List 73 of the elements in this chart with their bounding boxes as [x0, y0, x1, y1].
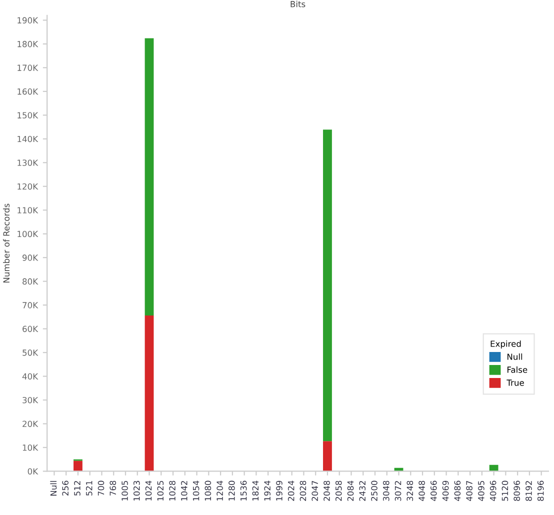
x-tick-label: 1536 — [240, 480, 247, 501]
y-tick-label: 140K — [18, 136, 38, 142]
x-tick-label: 2432 — [359, 481, 366, 501]
x-tick-label: 1025 — [157, 480, 164, 501]
x-tick-label: 8192 — [526, 481, 532, 501]
y-tick-label: 70K — [22, 302, 38, 308]
y-tick-label: 110K — [18, 207, 38, 214]
x-tick-label: 2084 — [347, 480, 354, 501]
y-tick-label: 170K — [18, 64, 38, 71]
y-tick-label: 130K — [18, 160, 38, 166]
bar — [323, 441, 332, 472]
x-tick-label: 4048 — [418, 480, 425, 502]
legend-title: Expired — [490, 340, 521, 349]
y-axis-title: Number of Records — [3, 204, 10, 282]
x-tick-label: 2047 — [312, 480, 318, 501]
y-tick-label: 60K — [22, 326, 38, 332]
x-tick-label: 521 — [86, 481, 92, 496]
x-tick-label: 512 — [74, 481, 80, 496]
y-tick-label: 90K — [22, 254, 38, 261]
y-tick-label: 160K — [18, 88, 38, 95]
y-tick-label: 30K — [22, 396, 38, 404]
x-tick-label: 3248 — [406, 480, 414, 501]
legend-label: Null — [507, 353, 522, 360]
y-tick-label: 190K — [18, 17, 38, 24]
x-tick-label: 1824 — [252, 480, 259, 501]
legend-label: False — [507, 366, 528, 373]
x-tick-label: 1924 — [264, 480, 270, 501]
x-tick-label: 256 — [62, 480, 69, 496]
y-tick-label: 180K — [18, 40, 38, 48]
x-tick-label: 700 — [98, 480, 104, 496]
x-tick-label: 1280 — [228, 480, 235, 501]
bar — [144, 316, 154, 472]
x-tick-label: 1023 — [134, 480, 140, 501]
y-tick-label: 120K — [18, 183, 38, 190]
bar — [144, 38, 154, 316]
chart-title: Bits — [290, 0, 306, 8]
y-tick-label: 100K — [18, 230, 38, 238]
y-tick-label: 20K — [22, 420, 38, 428]
x-tick-label: 2028 — [300, 480, 306, 501]
x-tick-label: 768 — [110, 480, 116, 496]
y-tick-label: 150K — [18, 112, 38, 118]
x-tick-label: 4066 — [430, 480, 437, 502]
x-tick-label: 4086 — [454, 480, 461, 502]
x-tick-label: 1028 — [169, 480, 176, 501]
x-tick-label: 1054 — [192, 480, 200, 501]
x-tick-label: 4069 — [442, 480, 449, 502]
x-tick-label: 5120 — [502, 480, 508, 501]
y-tick-label: 80K — [22, 278, 38, 285]
y-tick-label: 10K — [22, 444, 38, 451]
x-tick-label: 1080 — [204, 480, 212, 501]
x-tick-label: 2024 — [288, 480, 294, 501]
x-tick-label: 2500 — [371, 480, 378, 501]
x-tick-label: 1042 — [181, 481, 188, 501]
x-tick-label: Null — [50, 481, 57, 496]
x-tick-label: 1005 — [122, 480, 128, 501]
y-tick-label: 50K — [22, 350, 38, 356]
x-tick-label: 2058 — [335, 480, 342, 501]
x-tick-label: 3048 — [382, 480, 390, 501]
y-tick-label: 0K — [28, 468, 38, 475]
x-tick-label: 3072 — [394, 481, 402, 501]
x-tick-label: 2048 — [324, 480, 330, 501]
bar — [74, 460, 82, 472]
y-tick-label: 40K — [22, 373, 38, 380]
x-tick-label: 1999 — [276, 480, 282, 501]
legend-label: True — [506, 380, 524, 386]
x-tick-label: 1024 — [145, 480, 152, 501]
x-tick-label: 1204 — [216, 480, 223, 501]
x-tick-label: 4095 — [478, 480, 484, 502]
x-tick-label: 4096 — [490, 480, 496, 502]
x-tick-label: 4087 — [466, 480, 472, 502]
bar — [323, 130, 332, 442]
x-tick-label: 8196 — [537, 480, 544, 501]
x-tick-label: 8096 — [514, 480, 520, 501]
